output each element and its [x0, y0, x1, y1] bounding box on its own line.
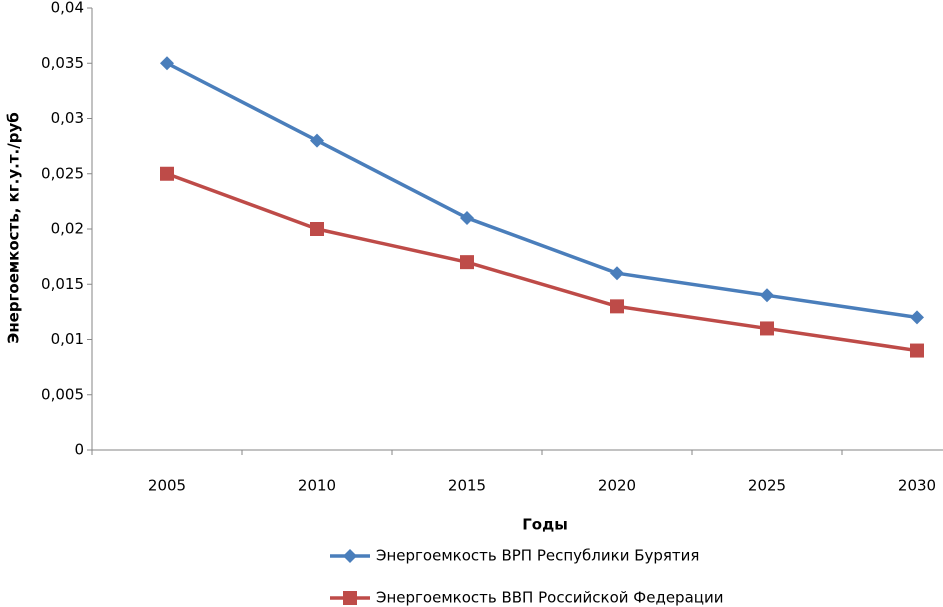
data-point [160, 166, 174, 181]
y-tick-label: 0,015 [41, 275, 84, 293]
data-point [760, 288, 774, 303]
x-tick-label: 2020 [598, 477, 636, 495]
data-point [310, 133, 324, 148]
y-tick-label: 0,035 [41, 54, 84, 72]
x-tick-label: 2030 [898, 477, 936, 495]
data-point [910, 343, 924, 358]
y-tick-label: 0,01 [51, 330, 84, 348]
data-point [460, 210, 474, 225]
y-tick-label: 0 [74, 441, 84, 459]
y-tick-label: 0,025 [41, 164, 84, 182]
legend-marker [343, 591, 357, 605]
data-point [460, 255, 474, 270]
y-tick-label: 0,04 [51, 0, 84, 17]
y-tick-label: 0,02 [51, 220, 84, 238]
y-tick-label: 0,005 [41, 385, 84, 403]
data-point [310, 222, 324, 236]
legend-label: Энергоемкость ВВП Российской Федерации [376, 589, 723, 607]
series-line [166, 61, 918, 320]
x-tick-label: 2025 [748, 477, 786, 495]
data-point [160, 56, 174, 71]
y-axis-title: Энергоемкость, кг.у.т./руб [5, 112, 23, 343]
data-point [760, 321, 774, 336]
y-tick-label: 0,03 [51, 109, 84, 127]
series-line [166, 172, 918, 353]
x-tick-label: 2015 [448, 477, 486, 495]
x-tick-label: 2005 [148, 477, 186, 495]
legend-label: Энергоемкость ВРП Республики Бурятия [376, 547, 699, 565]
data-point [610, 299, 624, 314]
data-point [610, 266, 624, 281]
x-tick-label: 2010 [298, 477, 336, 495]
data-point [910, 310, 924, 325]
legend-marker [343, 549, 357, 563]
x-axis-title: Годы [522, 516, 568, 534]
